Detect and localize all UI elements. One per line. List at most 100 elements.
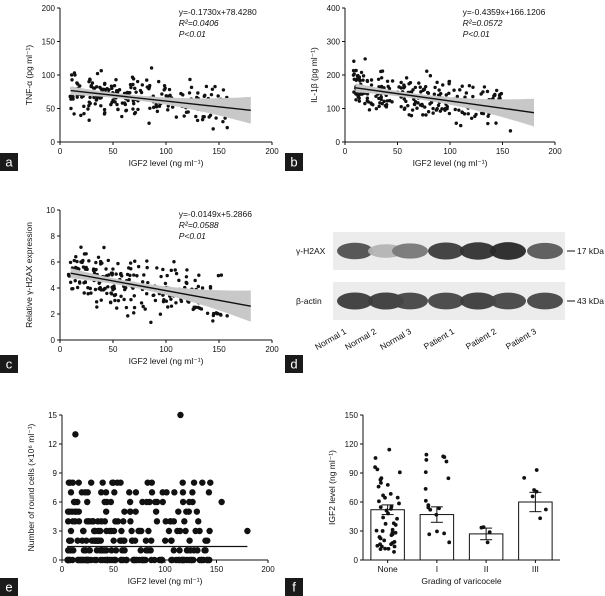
data-point xyxy=(183,547,191,554)
data-point xyxy=(157,104,162,108)
data-point xyxy=(357,99,362,103)
bar-group-I: I xyxy=(419,452,455,574)
protein-label: γ-H2AX xyxy=(296,246,326,256)
data-point xyxy=(179,498,187,506)
blot-band xyxy=(428,242,464,260)
data-point xyxy=(418,85,422,89)
data-point xyxy=(148,537,155,544)
data-point xyxy=(385,99,389,103)
data-point xyxy=(97,556,104,564)
data-point xyxy=(93,102,97,106)
data-point xyxy=(440,107,444,111)
data-point xyxy=(145,291,149,296)
data-point xyxy=(158,556,166,564)
data-point xyxy=(155,266,159,270)
data-point xyxy=(377,104,381,109)
data-point xyxy=(169,268,173,273)
data-point xyxy=(121,547,128,554)
data-point xyxy=(200,286,205,290)
data-point xyxy=(128,82,133,87)
x-tick-label: 100 xyxy=(159,345,173,354)
data-point xyxy=(397,470,402,475)
data-point xyxy=(447,111,452,116)
data-point xyxy=(99,479,106,486)
data-point xyxy=(201,115,205,119)
x-tick-label: 50 xyxy=(393,147,402,156)
data-point xyxy=(140,280,145,284)
data-point xyxy=(433,85,437,90)
data-point xyxy=(223,116,227,120)
data-point xyxy=(190,479,198,486)
data-point xyxy=(94,260,98,265)
data-point xyxy=(78,281,82,285)
data-point xyxy=(374,94,378,98)
y-tick-label: 0 xyxy=(51,336,56,345)
data-point xyxy=(402,97,406,101)
r-squared: R²=0.0406 xyxy=(179,18,219,28)
data-point xyxy=(99,69,103,73)
data-point xyxy=(153,518,161,525)
p-value: P<0.01 xyxy=(179,231,206,241)
data-point xyxy=(395,516,399,521)
data-point xyxy=(169,297,173,301)
data-point xyxy=(115,102,119,107)
data-point xyxy=(162,518,169,525)
category-label: III xyxy=(532,564,539,574)
data-point xyxy=(376,484,381,489)
data-point xyxy=(108,527,115,535)
data-point xyxy=(538,516,543,521)
data-point xyxy=(446,476,451,481)
y-axis-title: Number of round cells (×10⁶ ml⁻¹) xyxy=(26,423,36,551)
data-point xyxy=(136,264,141,269)
regression-line xyxy=(70,89,251,112)
data-point xyxy=(185,268,189,272)
data-point xyxy=(447,540,452,545)
data-point xyxy=(147,121,151,125)
data-point xyxy=(90,81,95,85)
data-point xyxy=(193,278,197,283)
data-point xyxy=(134,90,138,94)
data-point xyxy=(352,90,356,94)
data-point xyxy=(128,527,135,535)
data-point xyxy=(113,298,117,303)
data-point xyxy=(522,475,527,480)
data-point xyxy=(69,97,73,101)
data-point xyxy=(200,117,205,122)
blot-row-1: γ-H2AX 17 kDa xyxy=(296,232,604,270)
data-point xyxy=(106,273,111,277)
data-point xyxy=(452,88,456,92)
data-point xyxy=(170,105,175,109)
data-point xyxy=(121,508,128,515)
data-point xyxy=(219,313,223,317)
x-tick-label: 100 xyxy=(158,565,172,574)
data-point xyxy=(177,411,184,419)
data-point xyxy=(75,556,82,564)
data-point xyxy=(126,98,130,103)
data-point xyxy=(199,307,204,311)
data-point xyxy=(434,512,439,517)
data-point xyxy=(447,91,451,95)
data-point xyxy=(72,431,79,438)
x-axis-title: IGF2 level (ng ml⁻¹) xyxy=(128,576,203,586)
data-point xyxy=(111,267,115,271)
data-point xyxy=(126,498,134,506)
data-point xyxy=(442,531,447,536)
data-point xyxy=(131,82,135,87)
x-tick-label: 150 xyxy=(496,147,510,156)
data-point xyxy=(195,95,199,100)
bar xyxy=(370,509,405,561)
data-point xyxy=(179,479,186,486)
data-point xyxy=(392,549,396,554)
x-axis-title: IGF2 level (ng ml⁻¹) xyxy=(129,356,204,366)
data-point xyxy=(132,305,137,310)
category-label: II xyxy=(484,564,489,574)
blot-band xyxy=(460,242,496,260)
data-point xyxy=(119,556,127,564)
data-point xyxy=(99,298,103,302)
regression-equation: y=-0.0149x+5.2866 xyxy=(179,209,253,219)
data-point xyxy=(138,556,146,564)
data-point xyxy=(363,57,367,61)
y-axis-title: IL-1β (pg ml⁻¹) xyxy=(309,47,319,103)
data-point xyxy=(184,275,189,279)
data-point xyxy=(206,527,213,535)
